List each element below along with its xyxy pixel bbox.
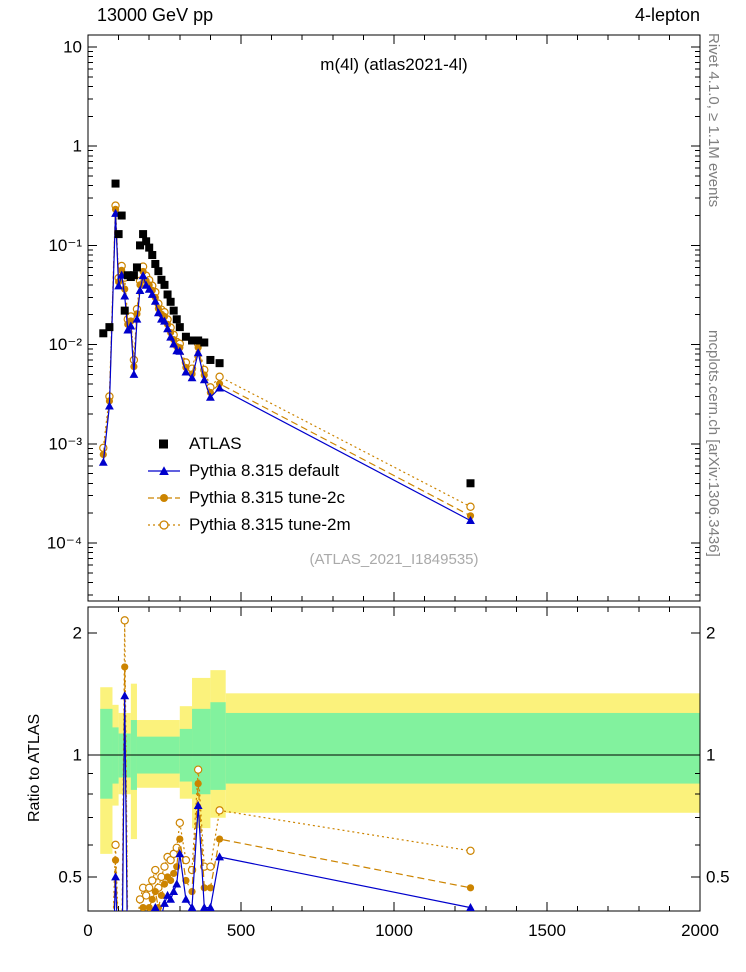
legend-label-pythia-tune-2m: Pythia 8.315 tune-2m (189, 514, 351, 534)
rivet-version-label: Rivet 4.1.0, ≥ 1.1M events (705, 33, 722, 208)
legend-item-atlas: ATLAS (147, 430, 351, 457)
x-tick-label: 0 (83, 921, 92, 940)
legend-item-pythia-tune-2m: Pythia 8.315 tune-2m (147, 511, 351, 538)
green-band (225, 712, 700, 784)
x-tick-label: 1500 (528, 921, 566, 940)
x-tick-label: 500 (227, 921, 255, 940)
y-tick-label: 10⁻³ (48, 434, 82, 453)
ratio-axis-title: Ratio to ATLAS (26, 713, 43, 822)
legend-item-pythia-tune-2c: Pythia 8.315 tune-2c (147, 484, 351, 511)
open-circle-dotted-line-marker-icon (148, 519, 180, 530)
y-tick-label: 10⁻² (48, 335, 82, 354)
ratio-series (111, 616, 475, 911)
green-band (192, 708, 211, 795)
mcplots-credit-label: mcplots.cern.ch [arXiv:1306.3436] (705, 330, 722, 557)
beam-energy-label: 13000 GeV pp (97, 5, 214, 25)
ratio-tick-label-right: 0.5 (706, 867, 730, 886)
green-band (100, 708, 113, 799)
main-series (98, 179, 475, 525)
legend: ATLAS Pythia 8.315 default Pythia 8.315 … (147, 430, 351, 538)
triangle-line-marker-icon (148, 465, 180, 475)
axis-ticks (87, 35, 701, 911)
filled-circle-dashed-line-marker-icon (148, 493, 180, 502)
plot-title: m(4l) (atlas2021-4l) (320, 55, 468, 74)
ratio-tick-label-left: 1 (73, 746, 82, 765)
y-tick-label: 10⁻¹ (48, 236, 82, 255)
legend-label-pythia-default: Pythia 8.315 default (189, 460, 340, 480)
legend-item-pythia-default: Pythia 8.315 default (147, 457, 351, 484)
analysis-group-label: 4-lepton (634, 5, 700, 25)
atlas-square-marker-icon (159, 439, 168, 448)
ratio-uncertainty-bands (100, 670, 700, 854)
x-tick-label: 1000 (375, 921, 413, 940)
green-band (210, 702, 226, 790)
legend-label-pythia-tune-2c: Pythia 8.315 tune-2c (189, 487, 345, 507)
ratio-tick-label-left: 0.5 (58, 867, 82, 886)
analysis-id-watermark: (ATLAS_2021_I1849535) (309, 551, 479, 568)
y-tick-label: 1 (73, 137, 82, 156)
legend-label-atlas: ATLAS (189, 433, 242, 453)
x-tick-label: 2000 (681, 921, 719, 940)
ratio-tick-label-right: 1 (706, 746, 715, 765)
ratio-tick-label-left: 2 (73, 624, 82, 643)
y-tick-label: 10 (63, 38, 82, 57)
ratio-tick-label-right: 2 (706, 624, 715, 643)
y-tick-label: 10⁻⁴ (47, 534, 82, 553)
